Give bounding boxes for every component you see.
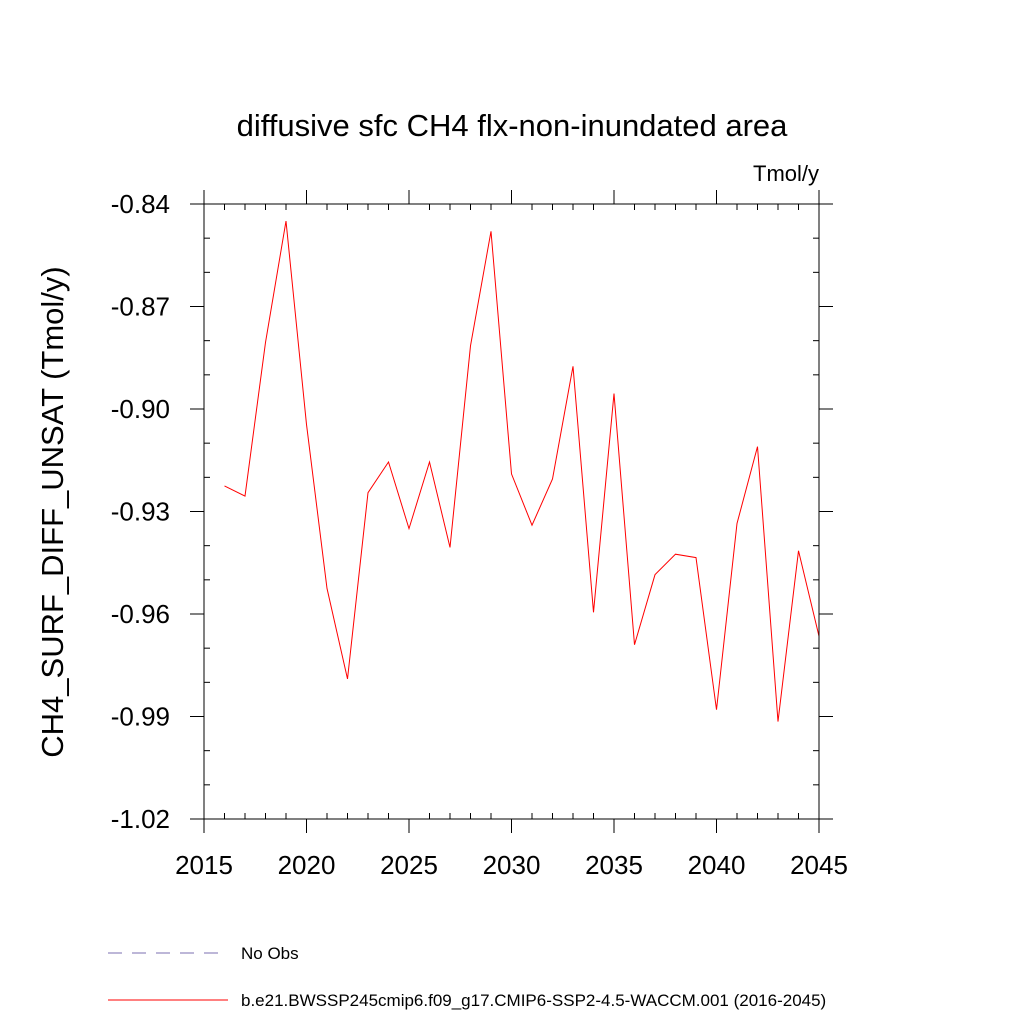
x-tick-label: 2045 [790, 850, 848, 880]
y-tick-label: -0.99 [111, 702, 170, 732]
y-tick-label: -0.87 [111, 292, 170, 322]
x-tick-label: 2040 [688, 850, 746, 880]
legend-label-model: b.e21.BWSSP245cmip6.f09_g17.CMIP6-SSP2-4… [241, 991, 826, 1010]
y-tick-label: -1.02 [111, 804, 170, 834]
axis-ticks [190, 190, 833, 833]
units-label: Tmol/y [753, 161, 819, 186]
y-axis-label: CH4_SURF_DIFF_UNSAT (Tmol/y) [35, 266, 70, 757]
y-tick-label: -0.84 [111, 189, 170, 219]
x-tick-label: 2015 [175, 850, 233, 880]
x-tick-label: 2020 [278, 850, 336, 880]
y-tick-label: -0.96 [111, 599, 170, 629]
legend: No Obs b.e21.BWSSP245cmip6.f09_g17.CMIP6… [108, 944, 826, 1010]
axis-tick-labels: 2015 2020 2025 2030 2035 2040 2045 -0.84 -0.87 -0… [111, 189, 848, 880]
x-tick-label: 2025 [380, 850, 438, 880]
series-line [224, 221, 820, 722]
plot-frame [203, 203, 820, 820]
x-tick-label: 2035 [585, 850, 643, 880]
x-tick-label: 2030 [483, 850, 541, 880]
series-group [224, 221, 820, 722]
chart-title: diffusive sfc CH4 flx-non-inundated area [237, 108, 789, 143]
y-tick-label: -0.90 [111, 394, 170, 424]
y-tick-label: -0.93 [111, 497, 170, 527]
legend-label-no-obs: No Obs [241, 944, 299, 963]
